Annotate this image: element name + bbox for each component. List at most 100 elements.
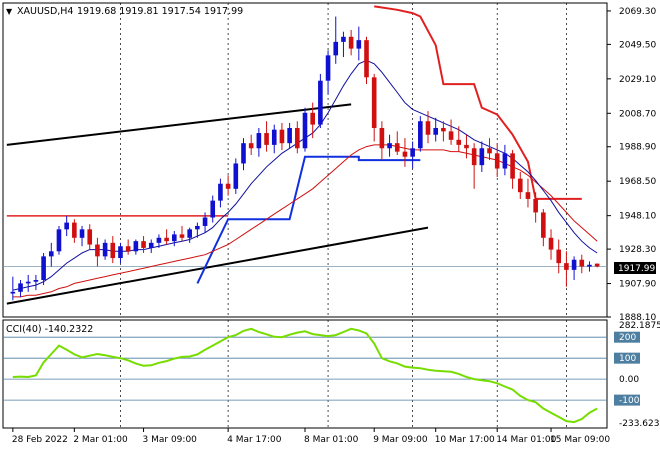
candle-body — [25, 281, 31, 284]
candle-body — [171, 234, 177, 242]
candle-body — [302, 112, 308, 149]
candle-body — [479, 148, 485, 166]
x-tick-label: 4 Mar 17:00 — [227, 435, 282, 445]
x-tick-label: 2 Mar 01:00 — [73, 435, 128, 445]
candle-body — [271, 129, 277, 145]
candle-body — [248, 143, 254, 149]
candle-body — [387, 143, 392, 149]
current-price-label: 1917.99 — [618, 264, 655, 274]
candle-body — [371, 77, 377, 128]
candle-body — [156, 237, 162, 243]
cci-axis-label: -100 — [619, 396, 640, 406]
cci-level-tag — [614, 352, 640, 364]
y-tick-label: 2069.30 — [619, 7, 656, 17]
cci-axis-label: 200 — [619, 333, 636, 343]
candle-body — [10, 291, 16, 294]
candle-body — [364, 40, 369, 78]
red-stop-line — [374, 5, 582, 200]
candle-body — [110, 242, 116, 259]
candle-body — [356, 40, 362, 49]
candle-body — [295, 127, 300, 149]
candle-body — [125, 246, 131, 252]
ma-slow-line — [12, 144, 598, 298]
candle-body — [402, 151, 408, 157]
blue-stop-line — [196, 155, 421, 284]
cci-indicator: 282.1875 200 100 0.00 -100 -233.6237 — [3, 321, 660, 429]
cci-axis-label: -233.6237 — [619, 419, 660, 429]
candle-body — [48, 251, 54, 257]
candle-body — [179, 234, 185, 238]
candle-body — [202, 217, 208, 226]
candle-body — [287, 127, 292, 144]
indicator-label: CCI(40) -140.2322 — [6, 324, 93, 335]
cci-level-tag — [614, 394, 640, 406]
symbol-label: XAUUSD,H4 — [17, 6, 73, 17]
candle-body — [517, 178, 523, 193]
candle-body — [525, 192, 531, 199]
candle-body — [79, 229, 85, 238]
y-tick-label: 1928.30 — [619, 245, 656, 255]
candle-body — [325, 55, 331, 81]
cci-axis-label: 0.00 — [619, 375, 639, 385]
y-tick-label: 1907.90 — [619, 280, 656, 290]
cci-level-tag — [614, 331, 640, 343]
candle-body — [64, 222, 69, 230]
candle-body — [448, 131, 454, 140]
candle-body — [502, 153, 508, 169]
trend-line — [6, 103, 352, 146]
candle-body — [456, 139, 462, 145]
candle-body — [141, 241, 146, 248]
candle-body — [18, 283, 23, 292]
x-tick-label: 3 Mar 09:00 — [143, 435, 198, 445]
candle-body — [33, 280, 39, 282]
candle-body — [164, 237, 169, 242]
candle-body — [72, 222, 77, 238]
candle-body — [471, 148, 477, 166]
candle-body — [341, 36, 346, 42]
candle-body — [310, 112, 315, 125]
current-price-tag — [614, 262, 656, 274]
candle-body — [464, 144, 469, 149]
ma-fast-line — [12, 59, 598, 291]
candle-body — [333, 41, 339, 56]
y-tick-label: 1888.10 — [619, 313, 656, 323]
candle-body — [210, 200, 216, 218]
x-tick-label: 14 Mar 01:00 — [496, 435, 556, 445]
x-tick-label: 9 Mar 09:00 — [373, 435, 428, 445]
candle-body — [218, 183, 223, 201]
candles — [10, 16, 600, 301]
y-tick-label: 2008.70 — [619, 109, 656, 119]
candle-body — [556, 249, 562, 264]
ohlc-readout: 1919.68 1919.81 1917.54 1917.99 — [77, 6, 243, 17]
x-tick-label: 15 Mar 09:00 — [550, 435, 610, 445]
candle-body — [195, 225, 200, 230]
candle-body — [510, 153, 515, 179]
candle-body — [548, 237, 554, 250]
candle-body — [87, 229, 93, 245]
candle-body — [279, 129, 285, 144]
candle-body — [225, 183, 231, 189]
candle-body — [571, 259, 577, 270]
candle-body — [564, 263, 569, 270]
candle-body — [579, 259, 585, 267]
candle-body — [418, 121, 423, 149]
collapse-arrow-icon[interactable]: ▼ — [6, 7, 13, 16]
candle-body — [41, 256, 46, 281]
y-tick-label: 2029.10 — [619, 75, 656, 85]
cci-line — [12, 327, 598, 424]
candle-body — [233, 163, 239, 189]
candle-body — [487, 148, 492, 154]
candle-body — [379, 127, 385, 149]
main-panel-frame — [2, 2, 608, 318]
candle-body — [56, 229, 62, 252]
candle-body — [494, 153, 500, 169]
trend-line — [6, 226, 429, 305]
moving-averages — [12, 59, 598, 298]
cci-axis-label: 282.1875 — [619, 321, 660, 331]
candle-body — [425, 121, 431, 135]
candle-body — [541, 212, 546, 238]
y-tick-label: 1948.10 — [619, 212, 656, 222]
candle-body — [264, 133, 269, 145]
candle-body — [433, 127, 439, 135]
